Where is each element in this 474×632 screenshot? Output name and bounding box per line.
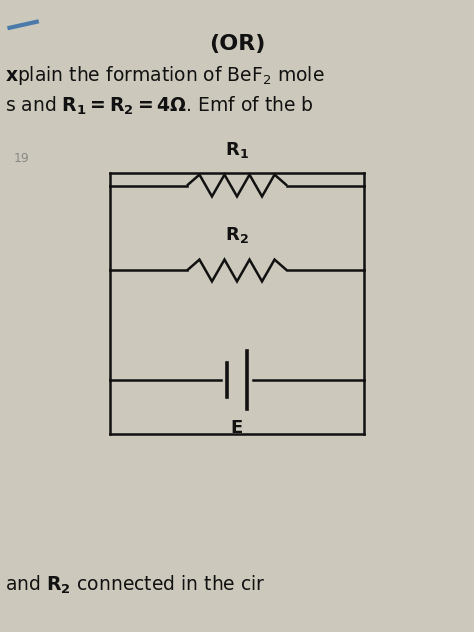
Text: $\mathbf{R_2}$: $\mathbf{R_2}$: [225, 225, 249, 245]
Text: $\mathbf{R_1}$: $\mathbf{R_1}$: [225, 140, 249, 160]
Text: E: E: [231, 419, 243, 437]
Text: 19: 19: [14, 152, 30, 165]
Text: (OR): (OR): [209, 34, 265, 54]
Text: $\bf{x}$plain the formation of BeF$_2$ mole: $\bf{x}$plain the formation of BeF$_2$ m…: [5, 64, 325, 87]
Text: s and $\mathbf{R_1 = R_2 = 4\Omega}$. Emf of the b: s and $\mathbf{R_1 = R_2 = 4\Omega}$. Em…: [5, 95, 314, 117]
Text: and $\mathbf{R_2}$ connected in the cir: and $\mathbf{R_2}$ connected in the cir: [5, 574, 265, 597]
